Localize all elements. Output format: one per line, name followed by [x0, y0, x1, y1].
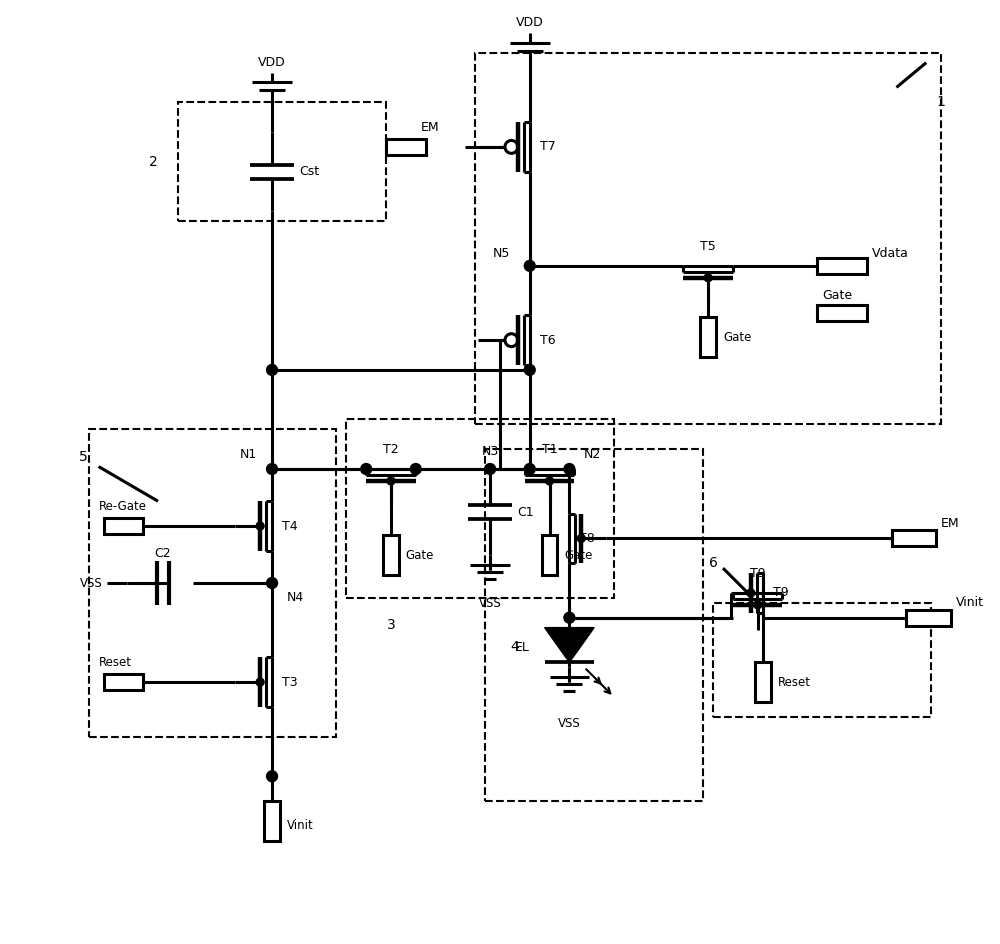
Text: Reset: Reset	[99, 656, 132, 668]
Text: VDD: VDD	[258, 56, 286, 69]
Bar	[755, 663, 771, 702]
Text: T5: T5	[700, 240, 716, 252]
Text: Cst: Cst	[299, 165, 319, 178]
Circle shape	[747, 589, 755, 597]
Bar	[346, 419, 614, 598]
Bar	[178, 102, 386, 221]
Text: Gate: Gate	[822, 289, 852, 302]
Bar	[542, 535, 557, 575]
Circle shape	[410, 464, 421, 475]
Text: EM: EM	[941, 517, 960, 530]
Bar	[892, 531, 936, 547]
Text: Gate: Gate	[406, 548, 434, 562]
Text: Vinit: Vinit	[956, 597, 984, 609]
Text: 3: 3	[387, 617, 395, 632]
Text: 4: 4	[510, 640, 519, 654]
Text: VDD: VDD	[516, 16, 544, 29]
Text: T1: T1	[542, 443, 557, 456]
Text: N2: N2	[584, 447, 601, 461]
Bar	[89, 430, 336, 736]
Bar	[485, 449, 703, 801]
Bar	[817, 306, 867, 321]
Text: 1: 1	[936, 95, 945, 110]
Bar	[383, 535, 399, 575]
Text: N1: N1	[240, 447, 257, 461]
Circle shape	[256, 678, 264, 686]
Bar	[104, 518, 143, 534]
Text: Vinit: Vinit	[287, 819, 314, 833]
Text: Gate: Gate	[723, 330, 751, 344]
Circle shape	[577, 534, 585, 543]
Text: C1: C1	[517, 506, 533, 518]
Bar	[700, 317, 716, 357]
Bar	[264, 801, 280, 841]
Polygon shape	[545, 628, 594, 663]
Text: Re-Gate: Re-Gate	[99, 499, 147, 513]
Text: EM: EM	[421, 121, 439, 133]
Text: VSS: VSS	[80, 577, 103, 589]
Circle shape	[704, 274, 712, 281]
Text: 5: 5	[79, 449, 88, 464]
Text: EL: EL	[515, 641, 530, 654]
Circle shape	[387, 477, 395, 485]
Text: T4: T4	[282, 519, 298, 532]
Text: T6: T6	[540, 333, 555, 346]
Text: T8: T8	[579, 531, 595, 545]
Circle shape	[267, 364, 277, 376]
Text: T3: T3	[282, 676, 298, 688]
Text: N4: N4	[287, 591, 304, 604]
Circle shape	[754, 600, 762, 609]
Circle shape	[267, 771, 277, 782]
Text: 2: 2	[149, 155, 158, 169]
Bar	[386, 139, 426, 155]
Text: Reset: Reset	[778, 676, 811, 688]
Text: T7: T7	[540, 141, 555, 153]
Text: 6: 6	[709, 556, 718, 570]
Circle shape	[564, 464, 575, 475]
Circle shape	[524, 261, 535, 271]
Circle shape	[546, 477, 554, 485]
Bar	[713, 603, 931, 716]
Circle shape	[267, 578, 277, 588]
Text: N3: N3	[481, 445, 499, 458]
Text: C2: C2	[155, 547, 171, 560]
Bar	[104, 674, 143, 690]
Text: VSS: VSS	[558, 716, 581, 730]
Text: T9: T9	[750, 566, 766, 580]
Bar	[906, 610, 951, 626]
Circle shape	[485, 464, 496, 475]
Bar	[475, 53, 941, 425]
Circle shape	[361, 464, 372, 475]
Text: Vdata: Vdata	[872, 247, 909, 261]
Circle shape	[564, 613, 575, 623]
Circle shape	[256, 522, 264, 530]
Circle shape	[267, 464, 277, 475]
Circle shape	[524, 464, 535, 475]
Text: VSS: VSS	[479, 597, 501, 610]
Text: T9: T9	[773, 586, 788, 599]
Text: N5: N5	[493, 247, 510, 261]
Text: T2: T2	[383, 443, 399, 456]
Bar	[817, 258, 867, 274]
Text: Gate: Gate	[564, 548, 593, 562]
Circle shape	[524, 364, 535, 376]
